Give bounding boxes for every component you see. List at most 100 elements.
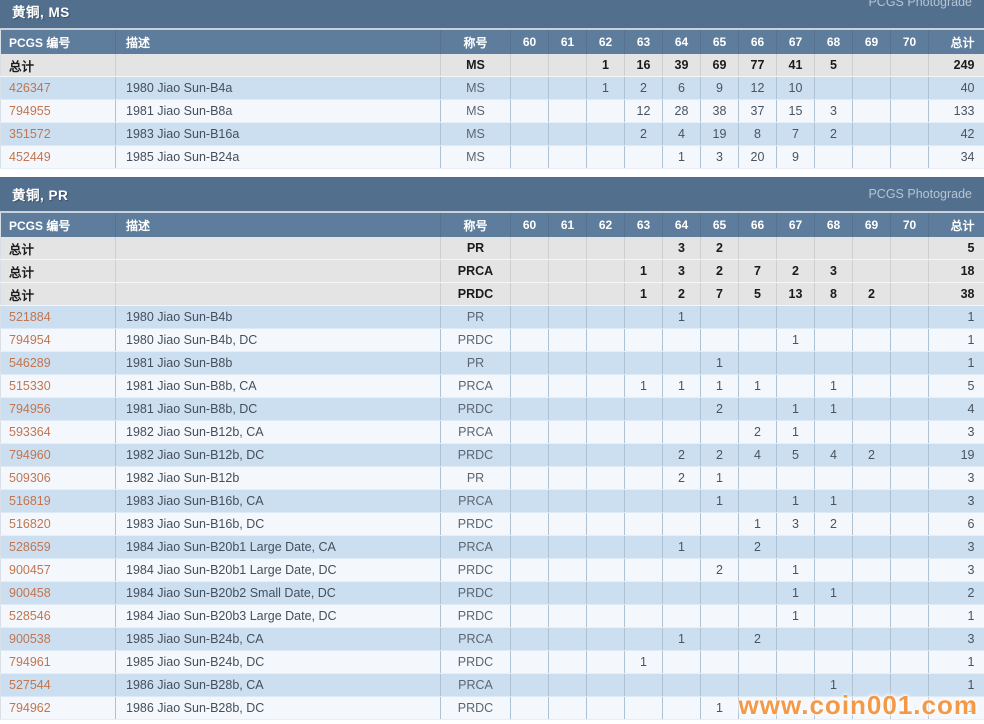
grade-cell-65: 2 bbox=[700, 259, 739, 283]
total-cell: 3 bbox=[928, 420, 984, 444]
grade-cell-69 bbox=[852, 673, 891, 697]
grade-cell-70 bbox=[890, 604, 929, 628]
pcgs-number-link[interactable]: 516820 bbox=[9, 517, 51, 531]
grade-cell-60 bbox=[510, 237, 549, 260]
grade-cell-63 bbox=[624, 351, 663, 375]
pcgs-number-link[interactable]: 527544 bbox=[9, 678, 51, 692]
pcgs-number-link[interactable]: 794960 bbox=[9, 448, 51, 462]
grade-cell-63 bbox=[624, 673, 663, 697]
grade-cell-60 bbox=[510, 420, 549, 444]
table-row: 794956 1981 Jiao Sun-B8b, DC PRDC 2 1 1 4 bbox=[0, 397, 984, 421]
grade-cell-67 bbox=[776, 351, 815, 375]
pcgs-number-link[interactable]: 546289 bbox=[9, 356, 51, 370]
grade-cell-63 bbox=[624, 466, 663, 490]
grade-cell-70 bbox=[890, 122, 929, 146]
description-cell: 1981 Jiao Sun-B8b, DC bbox=[115, 397, 441, 421]
grade-cell-67: 1 bbox=[776, 489, 815, 513]
grade-cell-61 bbox=[548, 581, 587, 605]
total-cell: 249 bbox=[928, 54, 984, 77]
description-cell: 1980 Jiao Sun-B4a bbox=[115, 76, 441, 100]
grade-cell-68 bbox=[814, 466, 853, 490]
grade-cell-69 bbox=[852, 466, 891, 490]
pcgs-number-link[interactable]: 593364 bbox=[9, 425, 51, 439]
pcgs-number-link[interactable]: 452449 bbox=[9, 150, 51, 164]
grade-cell-65 bbox=[700, 581, 739, 605]
col-header-grade-66: 66 bbox=[738, 211, 777, 237]
grade-cell-69 bbox=[852, 374, 891, 398]
pcgs-number-link[interactable]: 794956 bbox=[9, 402, 51, 416]
pcgs-number-cell: 528659 bbox=[0, 535, 116, 559]
pcgs-number-link[interactable]: 528546 bbox=[9, 609, 51, 623]
grade-cell-70 bbox=[890, 305, 929, 329]
designation-cell: PRDC bbox=[440, 328, 511, 352]
pcgs-number-link[interactable]: 900538 bbox=[9, 632, 51, 646]
photograde-link[interactable]: PCGS Photograde bbox=[868, 187, 972, 201]
grade-cell-60 bbox=[510, 54, 549, 77]
table-row: 794962 1986 Jiao Sun-B28b, DC PRDC 1 1 bbox=[0, 696, 984, 720]
grade-cell-64 bbox=[662, 397, 701, 421]
total-cell: 40 bbox=[928, 76, 984, 100]
grade-cell-62 bbox=[586, 673, 625, 697]
grade-cell-64: 1 bbox=[662, 535, 701, 559]
grade-cell-66 bbox=[738, 696, 777, 720]
pcgs-number-link[interactable]: 794962 bbox=[9, 701, 51, 715]
grade-cell-64 bbox=[662, 512, 701, 536]
pcgs-number-link[interactable]: 900457 bbox=[9, 563, 51, 577]
grade-cell-66: 12 bbox=[738, 76, 777, 100]
grade-cell-65 bbox=[700, 305, 739, 329]
grade-cell-63 bbox=[624, 604, 663, 628]
grade-cell-69 bbox=[852, 650, 891, 674]
designation-cell: PRCA bbox=[440, 627, 511, 651]
grade-cell-67 bbox=[776, 305, 815, 329]
grade-cell-67: 1 bbox=[776, 604, 815, 628]
grade-cell-68: 1 bbox=[814, 397, 853, 421]
grade-cell-61 bbox=[548, 397, 587, 421]
pcgs-number-link[interactable]: 794955 bbox=[9, 104, 51, 118]
grade-cell-68: 4 bbox=[814, 443, 853, 467]
grade-cell-64 bbox=[662, 420, 701, 444]
table-row: 515330 1981 Jiao Sun-B8b, CA PRCA 1 1 1 1 1 5 bbox=[0, 374, 984, 398]
pcgs-number-link[interactable]: 515330 bbox=[9, 379, 51, 393]
grade-cell-64 bbox=[662, 351, 701, 375]
pcgs-number-link[interactable]: 521884 bbox=[9, 310, 51, 324]
grade-cell-60 bbox=[510, 99, 549, 123]
pcgs-number-link[interactable]: 528659 bbox=[9, 540, 51, 554]
total-cell: 6 bbox=[928, 512, 984, 536]
total-cell: 38 bbox=[928, 282, 984, 306]
grade-cell-70 bbox=[890, 512, 929, 536]
pcgs-number-link[interactable]: 794954 bbox=[9, 333, 51, 347]
pcgs-number-link[interactable]: 794961 bbox=[9, 655, 51, 669]
grade-cell-64 bbox=[662, 650, 701, 674]
table-row: 794954 1980 Jiao Sun-B4b, DC PRDC 1 1 bbox=[0, 328, 984, 352]
section-title: 黄铜, PR bbox=[12, 188, 69, 203]
table-row: 516819 1983 Jiao Sun-B16b, CA PRCA 1 1 1 3 bbox=[0, 489, 984, 513]
col-header-grade-62: 62 bbox=[586, 28, 625, 54]
col-header-grade-69: 69 bbox=[852, 28, 891, 54]
pcgs-number-cell: 593364 bbox=[0, 420, 116, 444]
grade-cell-65 bbox=[700, 650, 739, 674]
grade-cell-62 bbox=[586, 99, 625, 123]
grade-cell-67: 3 bbox=[776, 512, 815, 536]
grade-cell-67 bbox=[776, 374, 815, 398]
grade-cell-68 bbox=[814, 351, 853, 375]
grade-cell-61 bbox=[548, 282, 587, 306]
col-header-description: 描述 bbox=[115, 211, 441, 237]
grade-cell-69 bbox=[852, 558, 891, 582]
pcgs-number-link[interactable]: 509306 bbox=[9, 471, 51, 485]
grade-cell-65: 3 bbox=[700, 145, 739, 169]
grade-cell-64 bbox=[662, 604, 701, 628]
grade-cell-62 bbox=[586, 305, 625, 329]
grade-cell-64: 2 bbox=[662, 443, 701, 467]
pcgs-number-link[interactable]: 900458 bbox=[9, 586, 51, 600]
grade-cell-65 bbox=[700, 328, 739, 352]
pcgs-number-link[interactable]: 516819 bbox=[9, 494, 51, 508]
grade-cell-62 bbox=[586, 145, 625, 169]
grade-cell-70 bbox=[890, 443, 929, 467]
photograde-link[interactable]: PCGS Photograde bbox=[868, 0, 972, 9]
grade-cell-66 bbox=[738, 673, 777, 697]
pcgs-number-link[interactable]: 351572 bbox=[9, 127, 51, 141]
col-header-grade-67: 67 bbox=[776, 211, 815, 237]
grade-cell-65: 1 bbox=[700, 351, 739, 375]
grade-cell-70 bbox=[890, 99, 929, 123]
pcgs-number-link[interactable]: 426347 bbox=[9, 81, 51, 95]
